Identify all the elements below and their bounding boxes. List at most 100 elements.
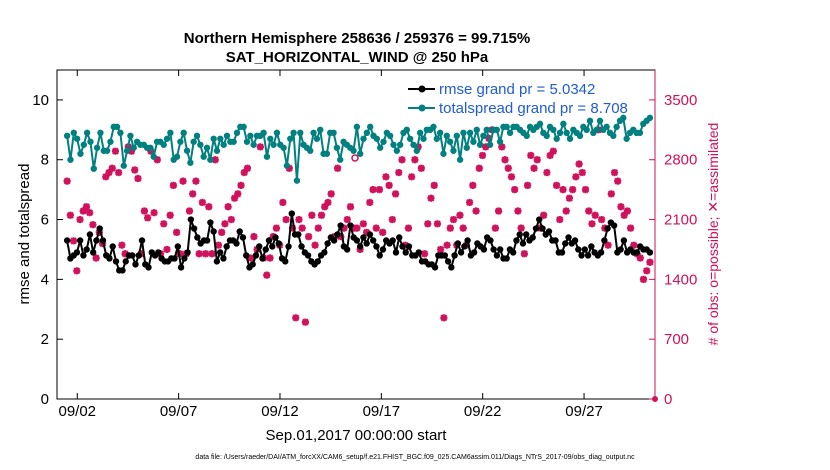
footer-data-file: data file: /Users/raeder/DAI/ATM_forcXX/…: [195, 454, 635, 461]
obs-assimilated-point: [395, 168, 403, 177]
totalspread-point: [167, 129, 174, 137]
totalspread-point: [603, 123, 610, 131]
obs-assimilated-point: [482, 143, 490, 151]
obs-assimilated-point: [230, 194, 239, 202]
rmse-point: [203, 237, 211, 244]
rmse-point: [155, 249, 162, 256]
obs-assimilated-point: [102, 173, 110, 181]
rmse-point: [249, 261, 256, 268]
totalspread-point: [560, 120, 567, 128]
obs-assimilated-point: [366, 198, 374, 207]
rmse-point: [584, 252, 592, 259]
rmse-point: [99, 237, 107, 244]
totalspread-point: [310, 129, 317, 137]
obs-assimilated-point: [311, 241, 319, 249]
rmse-point: [190, 225, 198, 232]
obs-assimilated-point: [192, 177, 200, 185]
rmse-point: [604, 225, 611, 232]
obs-assimilated-point: [346, 203, 355, 211]
totalspread-point: [390, 141, 397, 148]
rmse-point: [461, 243, 468, 250]
obs-assimilated-point: [153, 156, 161, 164]
totalspread-point: [450, 147, 457, 154]
rmse-point: [314, 258, 322, 265]
rmse-point: [207, 219, 214, 226]
rmse-point: [369, 237, 377, 244]
obs-assimilated-point: [614, 177, 622, 185]
rmse-point: [457, 249, 465, 256]
rmse-point: [220, 255, 227, 262]
obs-assimilated-point: [372, 224, 380, 232]
obs-assimilated-point: [446, 224, 454, 232]
rmse-point: [373, 243, 380, 250]
obs-assimilated-point: [198, 198, 206, 207]
x-tick-label: 09/02: [58, 403, 96, 420]
obs-assimilated-point: [630, 241, 638, 249]
totalspread-point: [163, 135, 171, 142]
obs-assimilated-point: [185, 207, 194, 215]
totalspread-point: [350, 147, 357, 154]
legend: rmse grand pr = 5.0342 totalspread grand…: [408, 81, 628, 117]
obs-assimilated-point: [449, 215, 458, 224]
totalspread-point: [453, 132, 460, 139]
totalspread-point: [217, 135, 224, 142]
obs-assimilated-point: [598, 215, 606, 224]
obs-assimilated-point: [523, 181, 532, 189]
rmse-point: [171, 255, 178, 262]
obs-assimilated-point: [646, 258, 654, 266]
obs-assimilated-point: [317, 211, 326, 219]
rmse-point: [444, 258, 452, 265]
rmse-point: [236, 228, 243, 235]
totalspread-point: [107, 138, 114, 145]
rmse-point: [93, 237, 100, 244]
rmse-point: [454, 240, 462, 247]
y-tick-label: 0: [41, 391, 49, 408]
obs-assimilated-point: [491, 224, 499, 232]
obs-assimilated-point: [543, 168, 551, 177]
totalspread-point: [80, 141, 87, 148]
obs-assimilated-point: [617, 203, 625, 211]
totalspread-point: [67, 156, 74, 163]
rmse-point: [106, 255, 113, 262]
obs-assimilated-point: [160, 220, 168, 228]
obs-assimilated-point: [623, 207, 631, 215]
obs-assimilated-point: [585, 207, 593, 215]
obs-assimilated-point: [388, 215, 396, 224]
obs-assimilated-point: [189, 190, 197, 198]
totalspread-point: [556, 129, 564, 137]
y-right-tick-label: 1400: [664, 271, 697, 288]
totalspread-point: [596, 117, 604, 125]
totalspread-point: [523, 132, 530, 139]
rmse-point: [265, 237, 273, 244]
rmse-point: [431, 264, 439, 271]
totalspread-point: [353, 123, 361, 131]
rmse-point: [295, 231, 302, 238]
totalspread-point: [117, 129, 124, 137]
totalspread-point: [586, 117, 594, 125]
rmse-point: [353, 237, 361, 244]
legend-rmse-marker: [418, 85, 426, 93]
totalspread-point: [203, 144, 211, 151]
rmse-point: [552, 237, 559, 244]
totalspread-point: [446, 138, 454, 145]
rmse-point: [536, 216, 543, 223]
totalspread-point: [173, 153, 181, 160]
totalspread-point: [496, 138, 504, 145]
x-axis: 09/02 09/07 09/12 09/17 09/22 09/27: [58, 70, 603, 420]
obs-assimilated-point: [115, 168, 123, 177]
rmse-point: [109, 243, 116, 250]
rmse-point: [269, 243, 276, 250]
rmse-point: [610, 222, 618, 229]
rmse-point: [415, 249, 422, 256]
obs-assimilated-point: [227, 215, 235, 224]
rmse-point: [389, 237, 396, 244]
totalspread-point: [403, 126, 411, 134]
obs-assimilated-point: [562, 207, 570, 215]
rmse-point: [223, 243, 230, 250]
obs-assimilated-point: [324, 198, 332, 207]
obs-assimilated-point: [69, 237, 78, 245]
rmse-point: [324, 240, 331, 247]
rmse-point: [620, 237, 628, 244]
y-axis-right: 0 700 1400 2100 2800 3500: [649, 92, 697, 408]
obs-assimilated-point: [218, 228, 226, 236]
